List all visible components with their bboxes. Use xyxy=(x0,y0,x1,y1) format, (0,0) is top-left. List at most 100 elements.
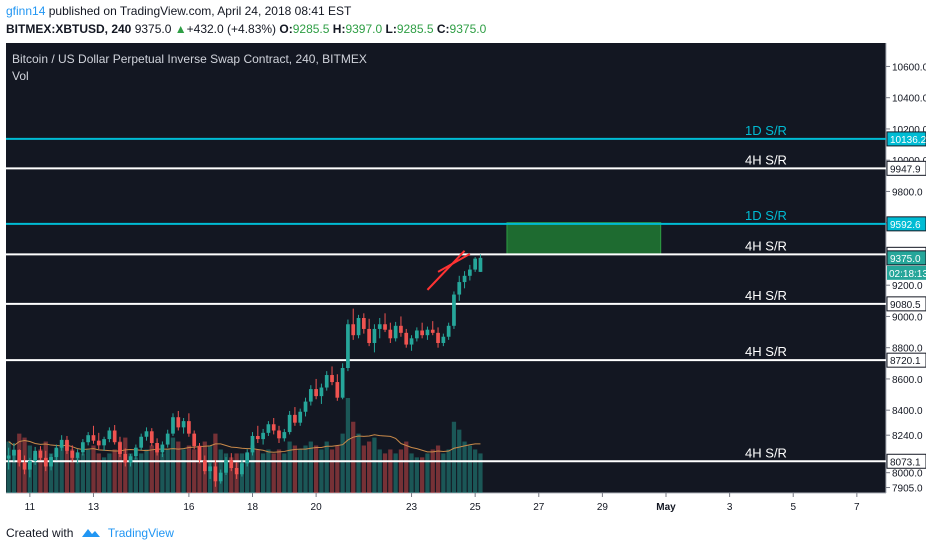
candle-body xyxy=(28,460,32,470)
high-value: 9397.0 xyxy=(345,22,383,36)
volume-bar xyxy=(165,449,170,493)
y-tick-label: 8000.0 xyxy=(892,469,923,480)
volume-bar xyxy=(139,453,144,493)
candle-body xyxy=(128,456,133,463)
countdown-badge: 02:18:13 xyxy=(889,269,926,280)
volume-bar xyxy=(59,445,64,493)
volume-bar xyxy=(112,449,117,493)
candle-body xyxy=(224,460,228,473)
volume-bar xyxy=(64,441,70,493)
candle-body xyxy=(303,401,308,412)
volume-bar xyxy=(70,449,75,493)
target-zone xyxy=(506,222,662,255)
publisher-line: gfinn14 published on TradingView.com, Ap… xyxy=(6,4,351,18)
volume-bar xyxy=(149,445,154,493)
candle-body xyxy=(49,457,53,467)
candle-body xyxy=(202,460,207,472)
volume-bar xyxy=(425,453,430,493)
level-price-badge-box xyxy=(886,216,926,232)
level-label: 1D S/R xyxy=(745,208,787,223)
candle-body xyxy=(261,432,265,440)
volume-bar xyxy=(266,449,271,493)
candle-body xyxy=(192,433,197,447)
candle-body xyxy=(70,450,75,458)
volume-bar xyxy=(255,449,260,493)
candle-body xyxy=(255,435,260,440)
candle-body xyxy=(218,472,223,482)
chart-canvas[interactable]: 1D S/R 4H S/R 1D S/R 4H S/R 4H S/R 4H S/R 4H S… xyxy=(6,43,926,519)
x-tick-label: 3 xyxy=(727,502,733,513)
volume-bar xyxy=(197,445,202,493)
candle-body xyxy=(208,466,212,472)
candle-body xyxy=(425,329,430,336)
candle-body xyxy=(367,328,371,343)
candle-body xyxy=(446,325,451,337)
candle-body xyxy=(409,338,414,345)
level-price-badge: 9080.5 xyxy=(890,300,921,311)
level-label: 4H S/R xyxy=(745,288,787,303)
volume-bar xyxy=(48,453,54,493)
level-label: 4H S/R xyxy=(745,238,787,253)
candle-body xyxy=(102,439,106,446)
candle-body xyxy=(12,450,16,456)
volume-bar xyxy=(282,453,287,493)
y-tick-label: 10600.0 xyxy=(892,62,926,73)
level-label: 4H S/R xyxy=(745,152,787,167)
change-text: +432.0 (+4.83%) xyxy=(186,22,277,36)
x-tick-label: 16 xyxy=(183,502,195,513)
candle-body xyxy=(144,431,149,437)
symbol-name: BITMEX:XBTUSD, 240 xyxy=(6,22,132,36)
candle-body xyxy=(351,324,356,336)
volume-bar xyxy=(467,445,472,493)
x-tick-label: 11 xyxy=(25,502,36,513)
candle-body xyxy=(414,330,419,339)
volume-bar xyxy=(170,437,176,493)
volume-bar xyxy=(345,398,351,493)
candle-body xyxy=(86,435,91,443)
level-price-badge: 9947.9 xyxy=(890,164,921,175)
candle-body xyxy=(468,269,472,276)
volume-bar xyxy=(441,453,446,493)
footer: Created with TradingView xyxy=(6,526,174,541)
candle-body xyxy=(155,443,159,453)
y-tick-label: 9800.0 xyxy=(892,187,923,198)
volume-bar xyxy=(409,453,414,493)
volume-bar xyxy=(144,449,149,493)
volume-bar xyxy=(420,457,425,493)
x-tick-label: May xyxy=(656,502,676,513)
volume-bar xyxy=(38,449,43,493)
candle-body xyxy=(197,446,202,461)
last-price-badge: 9375.0 xyxy=(890,254,921,265)
candle-body xyxy=(473,258,478,270)
x-tick-label: 29 xyxy=(597,502,609,513)
candle-body xyxy=(59,439,64,448)
volume-bar xyxy=(229,457,234,493)
low-value: 9285.5 xyxy=(396,22,434,36)
chart-title: Bitcoin / US Dollar Perpetual Inverse Sw… xyxy=(12,52,367,66)
x-tick-label: 25 xyxy=(470,502,482,513)
volume-bar xyxy=(154,449,160,493)
tradingview-link[interactable]: TradingView xyxy=(107,526,174,540)
volume-bar xyxy=(435,445,441,493)
trend-lines-layer xyxy=(426,250,471,291)
x-tick-label: 27 xyxy=(533,502,545,513)
author-link[interactable]: gfinn14 xyxy=(6,4,46,18)
candle-body xyxy=(377,324,382,329)
volume-bar xyxy=(324,441,329,493)
volume-bar xyxy=(287,441,292,493)
time-axis: 11 13 16 18 20 23 25 27 29 May 3 5 7 xyxy=(25,493,860,513)
candle-body xyxy=(266,424,271,433)
candle-body xyxy=(96,440,101,446)
candle-body xyxy=(250,435,255,453)
candle-body xyxy=(22,462,27,470)
volume-bar xyxy=(160,453,165,493)
candle-body xyxy=(324,375,329,388)
volume-bar xyxy=(356,433,361,493)
volume-label: Vol xyxy=(12,69,29,83)
volume-bar xyxy=(101,457,107,493)
level-price-badge-box xyxy=(886,352,926,368)
y-tick-label: 8400.0 xyxy=(892,406,923,417)
y-tick-label: 8240.0 xyxy=(892,431,923,442)
volume-bar xyxy=(250,445,255,493)
price-chart[interactable]: 1D S/R 4H S/R 1D S/R 4H S/R 4H S/R 4H S/R 4H S… xyxy=(6,43,926,519)
